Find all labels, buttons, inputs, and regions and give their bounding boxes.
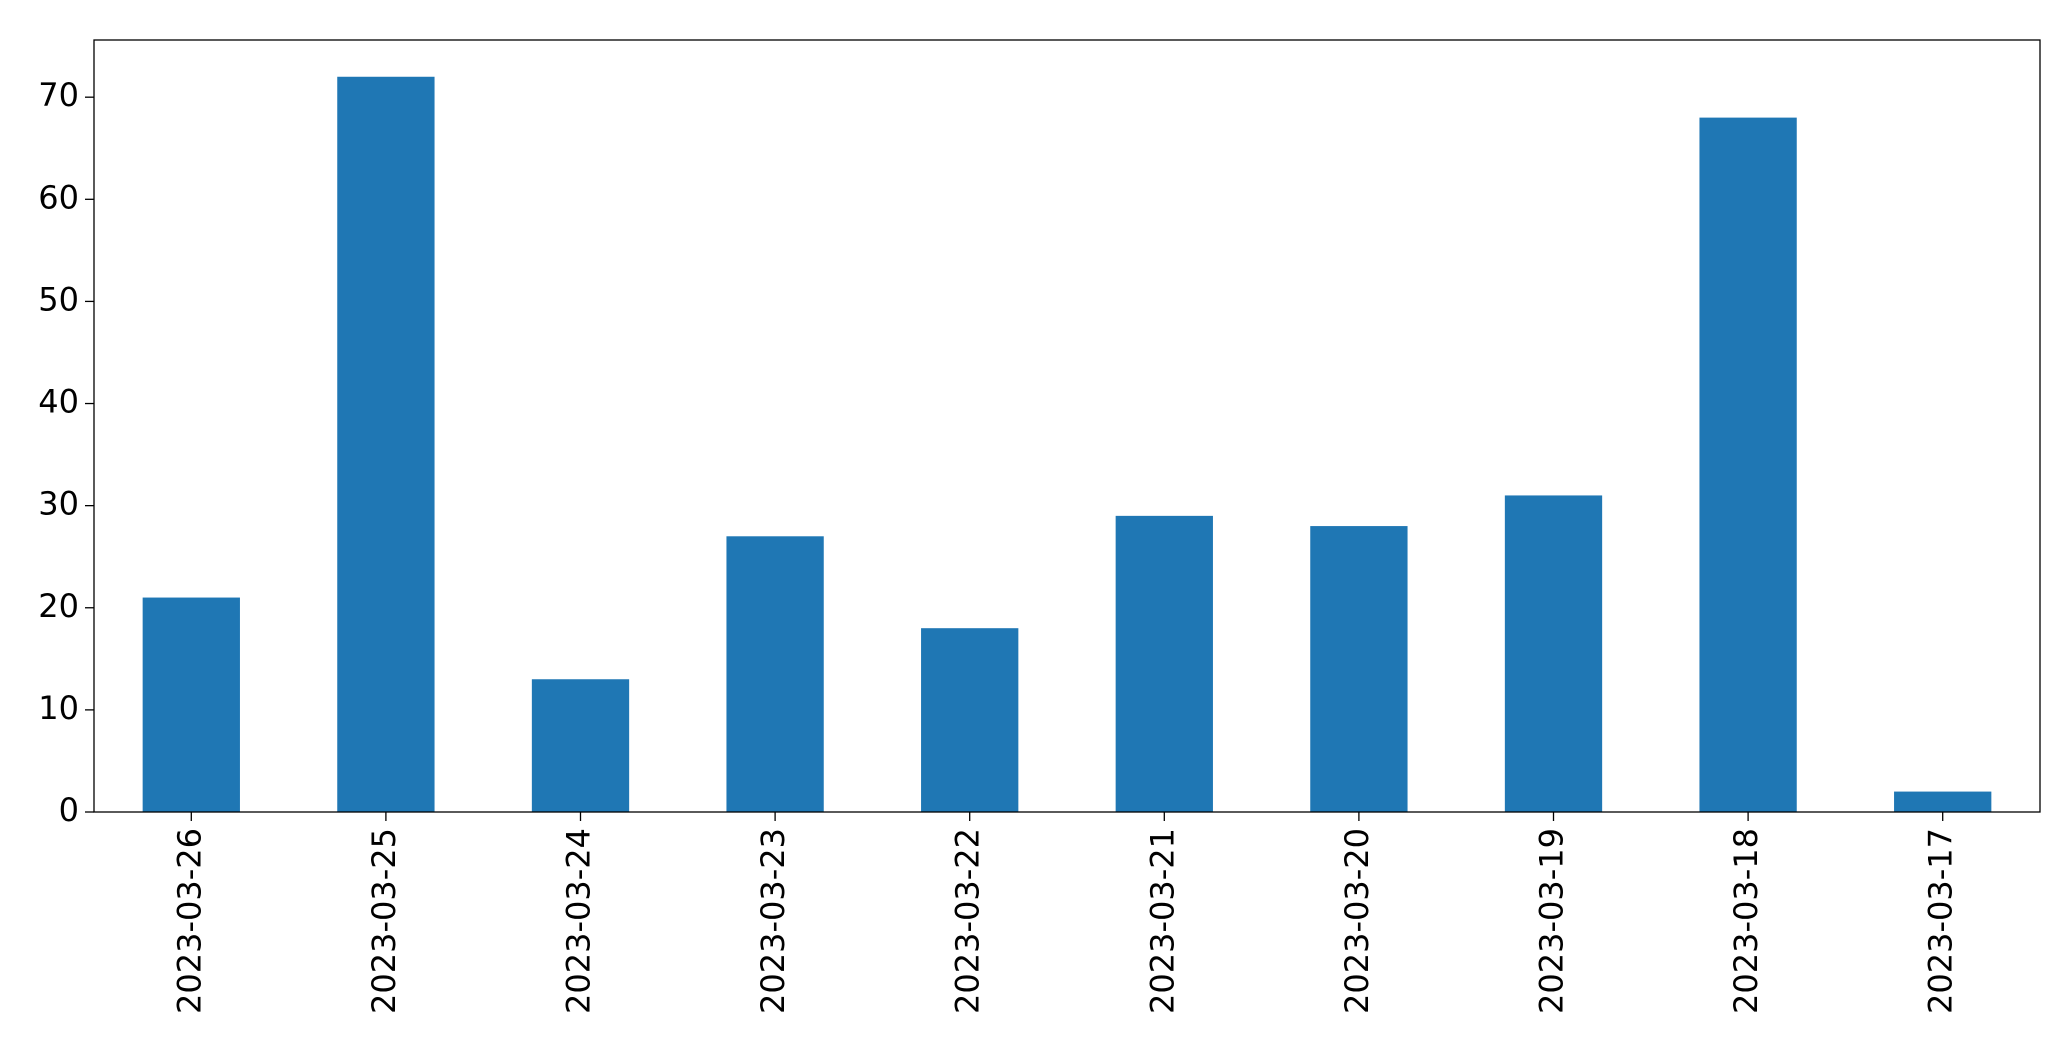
y-tick-label: 50 [38, 280, 79, 318]
y-tick-label: 0 [59, 791, 79, 829]
plot-frame [93, 39, 2041, 813]
y-tick-label: 10 [38, 689, 79, 727]
bar [1504, 495, 1603, 812]
y-tick-label: 70 [38, 76, 79, 114]
x-tick-label: 2023-03-24 [560, 828, 598, 1014]
y-tick-label: 40 [38, 383, 79, 421]
bar [531, 679, 630, 812]
x-tick-label: 2023-03-18 [1727, 828, 1765, 1014]
bar [142, 597, 240, 812]
x-tick-label: 2023-03-17 [1922, 828, 1960, 1014]
y-tick-label: 60 [38, 178, 79, 216]
bar [337, 76, 435, 812]
bar [1894, 791, 1992, 812]
x-tick-label: 2023-03-22 [949, 828, 987, 1014]
x-tick-label: 2023-03-21 [1143, 828, 1181, 1014]
bar [1699, 117, 1797, 813]
bar [921, 628, 1019, 812]
bar [1115, 515, 1213, 812]
x-tick-label: 2023-03-25 [365, 828, 403, 1014]
x-tick-label: 2023-03-19 [1533, 828, 1571, 1014]
x-tick-label: 2023-03-26 [170, 828, 208, 1014]
bar [1310, 526, 1408, 812]
y-tick-label: 30 [38, 485, 79, 523]
x-tick-label: 2023-03-23 [754, 828, 792, 1014]
y-tick-label: 20 [38, 587, 79, 625]
x-tick-label: 2023-03-20 [1338, 828, 1376, 1014]
bar [726, 536, 824, 812]
